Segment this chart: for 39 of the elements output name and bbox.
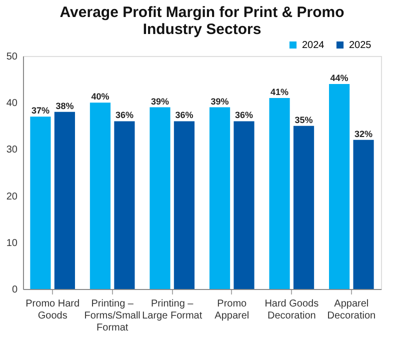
legend-label: 2024: [302, 40, 325, 51]
x-tick-label: Printing – Large Format: [142, 298, 202, 322]
bar: [30, 116, 51, 289]
x-tick-label: Printing – Forms/Small Format: [84, 298, 140, 334]
y-tick-label: 50: [6, 52, 18, 62]
data-label: 44%: [330, 72, 348, 83]
x-tick-label: Promo Apparel: [214, 298, 250, 322]
data-label: 36%: [234, 110, 254, 120]
bar: [293, 126, 314, 289]
y-tick-label: 0: [12, 284, 18, 296]
bar: [269, 98, 290, 289]
bar: [329, 84, 350, 289]
data-label: 39%: [150, 96, 170, 106]
data-label: 41%: [270, 86, 289, 97]
bar: [54, 112, 75, 289]
data-label: 38%: [56, 100, 74, 111]
y-tick-label: 30: [6, 144, 18, 156]
bar: [209, 107, 230, 289]
data-label: 36%: [175, 110, 194, 120]
y-tick-label: 40: [6, 98, 18, 110]
bar: [174, 121, 195, 289]
data-label: 36%: [115, 110, 134, 120]
bar: [353, 140, 374, 289]
data-label: 32%: [354, 128, 373, 139]
y-tick-label: 20: [6, 191, 18, 202]
data-label: 35%: [294, 114, 313, 125]
bar: [150, 107, 170, 289]
x-tick-label: Apparel Decoration: [327, 298, 376, 322]
x-tick-label: Hard Goods Decoration: [264, 298, 319, 322]
data-label: 40%: [91, 92, 110, 102]
chart-title: Average Profit Margin for Print & Promo Industry Sectors: [60, 4, 344, 38]
legend-label: 2025: [349, 40, 372, 51]
data-label: 39%: [210, 96, 229, 106]
bar: [90, 102, 111, 289]
bar: [114, 121, 135, 289]
data-label: 37%: [31, 106, 50, 116]
y-tick-label: 10: [6, 238, 18, 249]
x-tick-label: Promo Hard Goods: [26, 298, 80, 322]
bar: [234, 121, 254, 289]
